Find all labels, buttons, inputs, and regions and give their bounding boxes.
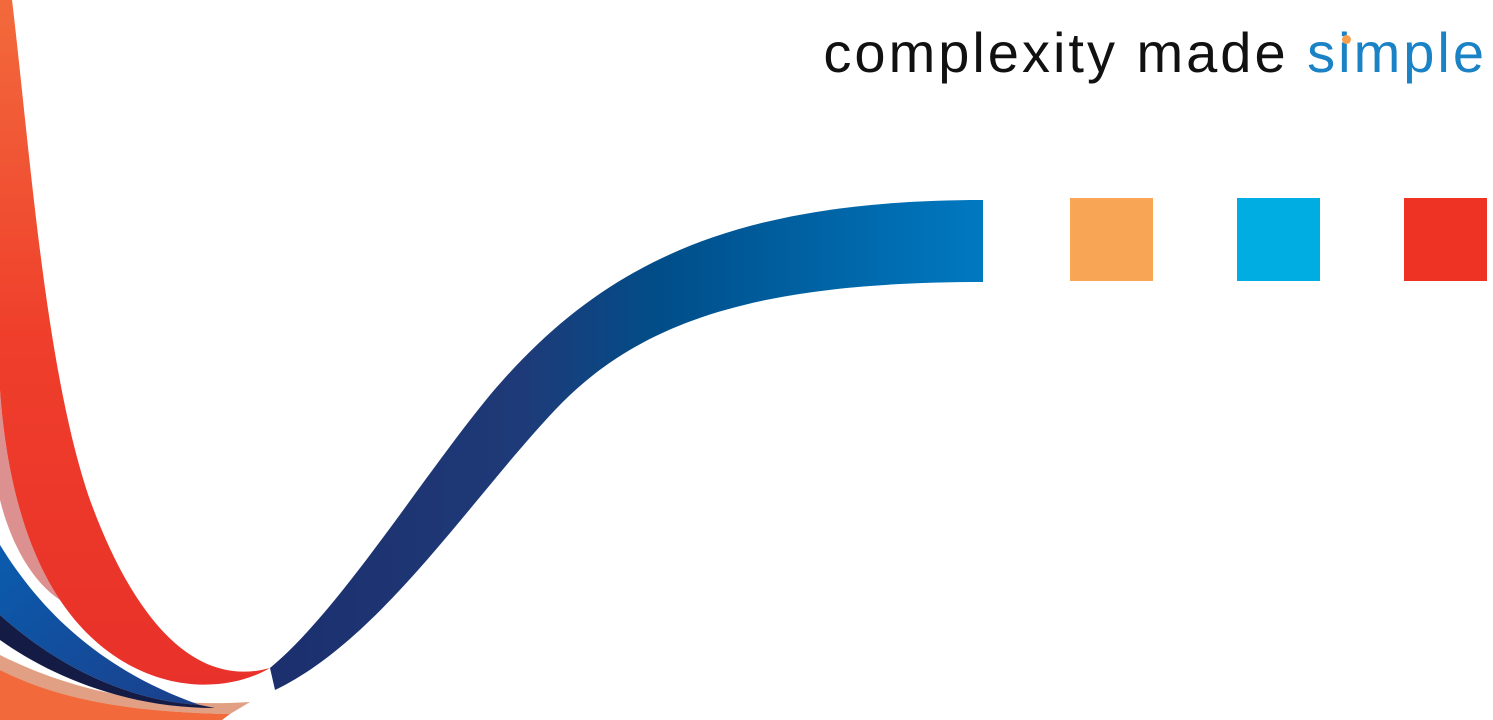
main-blue-ribbon — [270, 200, 983, 690]
tagline-accent-word: si mple — [1307, 21, 1487, 84]
blue-left-ribbon — [0, 545, 200, 705]
red-ribbon — [0, 0, 270, 685]
red-square — [1404, 198, 1487, 281]
tagline-lead: complexity made — [823, 21, 1308, 84]
orange-ribbon — [0, 670, 230, 720]
dark-left-ribbon-edge — [0, 615, 215, 708]
cyan-square — [1237, 198, 1320, 281]
orange-ribbon-shade — [0, 655, 250, 714]
orange-square — [1070, 198, 1153, 281]
tagline-accent-letter: i — [1338, 21, 1354, 84]
tagline-accent-prefix: s — [1307, 21, 1339, 84]
tagline: complexity made si mple — [823, 18, 1487, 88]
red-ribbon-shade — [0, 390, 60, 600]
orange-i-dot — [1341, 35, 1351, 44]
tagline-accent-suffix: mple — [1353, 21, 1487, 84]
tagline-accent-i: i — [1338, 18, 1353, 88]
